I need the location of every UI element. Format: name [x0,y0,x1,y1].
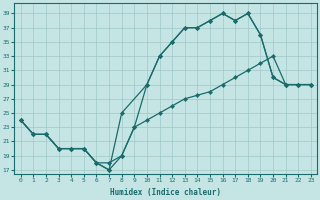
X-axis label: Humidex (Indice chaleur): Humidex (Indice chaleur) [110,188,221,197]
